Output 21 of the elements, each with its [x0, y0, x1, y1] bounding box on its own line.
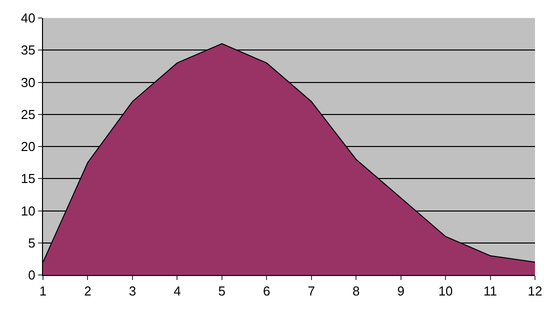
x-tick-label: 5	[218, 284, 226, 299]
y-tick-label: 15	[20, 171, 36, 186]
x-tick-label: 3	[128, 284, 136, 299]
x-tick-label: 11	[484, 284, 498, 299]
x-tick-label: 9	[397, 284, 404, 299]
x-tick-label: 2	[84, 284, 92, 299]
x-tick-label: 8	[352, 284, 360, 299]
y-tick-label: 25	[20, 106, 36, 122]
x-tick-label: 12	[528, 284, 542, 299]
y-tick-label: 5	[28, 235, 36, 250]
y-tick-label: 40	[20, 10, 36, 26]
x-tick-label: 7	[308, 284, 315, 299]
x-tick-label: 4	[174, 284, 181, 299]
y-tick-label: 35	[20, 42, 36, 58]
x-tick-label: 1	[39, 284, 47, 299]
y-tick-label: 30	[20, 74, 36, 90]
y-tick-label: 20	[20, 139, 36, 154]
y-tick-label: 0	[28, 268, 36, 283]
x-tick-label: 10	[438, 284, 453, 299]
y-tick-label: 10	[20, 203, 36, 218]
x-tick-label: 6	[263, 284, 270, 299]
